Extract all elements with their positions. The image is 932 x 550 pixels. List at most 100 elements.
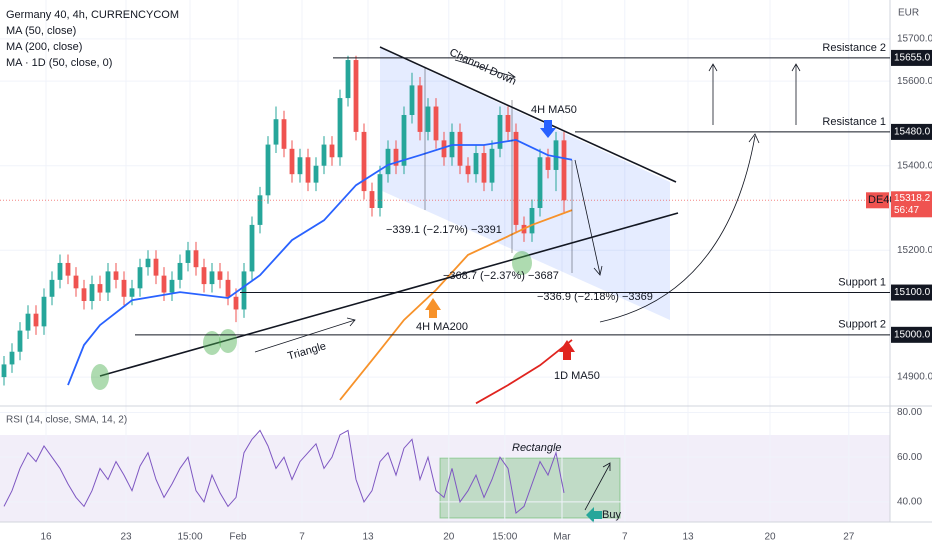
candle-body bbox=[25, 313, 31, 331]
y-tick-label: 15700.0 bbox=[897, 34, 932, 45]
level-box bbox=[891, 284, 932, 301]
level-label: 15000.0 bbox=[894, 329, 931, 340]
y-tick-label: 15600.0 bbox=[897, 76, 932, 87]
annotation: 1D MA50 bbox=[554, 370, 600, 382]
candle-body bbox=[281, 119, 287, 149]
x-tick-label: 13 bbox=[362, 532, 374, 543]
arrow-head bbox=[602, 462, 611, 471]
candle-body bbox=[17, 330, 23, 352]
candle-body bbox=[345, 60, 351, 99]
x-tick-label: 23 bbox=[120, 532, 132, 543]
annotation: 4H MA50 bbox=[531, 104, 577, 116]
candle-body bbox=[97, 284, 103, 293]
candle-body bbox=[113, 271, 119, 280]
candle-body bbox=[49, 279, 55, 297]
level-box bbox=[891, 49, 932, 66]
candle-body bbox=[497, 114, 503, 149]
candle-body bbox=[1, 364, 7, 378]
candle-body bbox=[529, 207, 535, 234]
arrow-head bbox=[593, 265, 603, 276]
candle-body bbox=[369, 191, 375, 208]
touch bbox=[203, 331, 221, 355]
legend-entry: MA (50, close) bbox=[6, 25, 76, 37]
candle-body bbox=[329, 144, 335, 158]
candle-body bbox=[241, 271, 247, 310]
candle-body bbox=[81, 288, 87, 302]
symbol-box bbox=[866, 192, 889, 209]
candle-body bbox=[337, 98, 343, 158]
candle-body bbox=[401, 114, 407, 166]
legend-entry: MA (200, close) bbox=[6, 41, 82, 53]
candle-body bbox=[57, 262, 63, 280]
candle-body bbox=[465, 165, 471, 175]
buy-arrow bbox=[586, 507, 602, 523]
x-tick-label: Feb bbox=[229, 532, 247, 543]
level-label: 15655.0 bbox=[894, 53, 931, 64]
arrow-head bbox=[708, 63, 718, 72]
candle-body bbox=[441, 140, 447, 158]
candle-body bbox=[321, 144, 327, 166]
candle-body bbox=[265, 144, 271, 196]
candle-body bbox=[225, 279, 231, 297]
candle-body bbox=[361, 131, 367, 192]
ma50-arrow bbox=[540, 120, 556, 138]
x-tick-label: 27 bbox=[843, 532, 855, 543]
arrow-head bbox=[748, 133, 760, 144]
candle-body bbox=[353, 60, 359, 132]
x-tick-label: Mar bbox=[553, 532, 571, 543]
level-label: 15480.0 bbox=[894, 127, 931, 138]
candle-body bbox=[313, 165, 319, 183]
candle-body bbox=[289, 148, 295, 175]
annotation: 4H MA200 bbox=[416, 321, 468, 333]
candle-body bbox=[33, 313, 39, 327]
candle-body bbox=[153, 258, 159, 276]
candle-body bbox=[385, 148, 391, 175]
countdown-label: 56:47 bbox=[894, 205, 919, 216]
y-tick-label: 14900.0 bbox=[897, 372, 932, 383]
candle-body bbox=[233, 296, 239, 310]
candle-body bbox=[393, 148, 399, 166]
chart-title: Germany 40, 4h, CURRENCYCOM bbox=[6, 9, 179, 21]
level-name: Support 2 bbox=[838, 319, 886, 331]
currency: EUR bbox=[898, 8, 919, 19]
touch bbox=[219, 329, 237, 353]
level-name: Support 1 bbox=[838, 276, 886, 288]
candle-body bbox=[73, 275, 79, 289]
arrow-head bbox=[506, 71, 516, 81]
ma-line bbox=[67, 138, 573, 386]
ma-line bbox=[475, 339, 573, 405]
x-tick-label: 15:00 bbox=[492, 532, 517, 543]
candle-body bbox=[305, 157, 311, 183]
arrow bbox=[254, 319, 356, 353]
rsi-tick-label: 80.00 bbox=[897, 407, 922, 418]
ma-line bbox=[339, 209, 573, 401]
candle-body bbox=[209, 271, 215, 285]
candle-body bbox=[9, 351, 15, 365]
candle-body bbox=[89, 284, 95, 302]
arrow bbox=[574, 159, 601, 275]
x-tick-label: 16 bbox=[40, 532, 52, 543]
arrow-head bbox=[346, 317, 356, 327]
candle-body bbox=[561, 140, 567, 201]
candle-body bbox=[177, 262, 183, 280]
candle-body bbox=[65, 262, 71, 276]
candle-body bbox=[489, 148, 495, 183]
level-box bbox=[891, 326, 932, 343]
candle-body bbox=[457, 131, 463, 166]
candle-body bbox=[553, 140, 559, 170]
candle-body bbox=[425, 106, 431, 132]
candle-body bbox=[537, 157, 543, 208]
candle-body bbox=[121, 279, 127, 297]
candle-body bbox=[409, 85, 415, 115]
candle-body bbox=[41, 296, 47, 327]
candle-body bbox=[297, 157, 303, 175]
candle-body bbox=[169, 279, 175, 293]
x-tick-label: 20 bbox=[764, 532, 776, 543]
y-tick-label: 15400.0 bbox=[897, 160, 932, 171]
rsi-tick-label: 60.00 bbox=[897, 452, 922, 463]
rsi-band bbox=[0, 435, 890, 522]
ma200-arrow bbox=[425, 298, 441, 318]
rsi-line bbox=[3, 429, 565, 515]
candle-body bbox=[377, 174, 383, 208]
symbol-label: DE40 bbox=[868, 194, 896, 206]
